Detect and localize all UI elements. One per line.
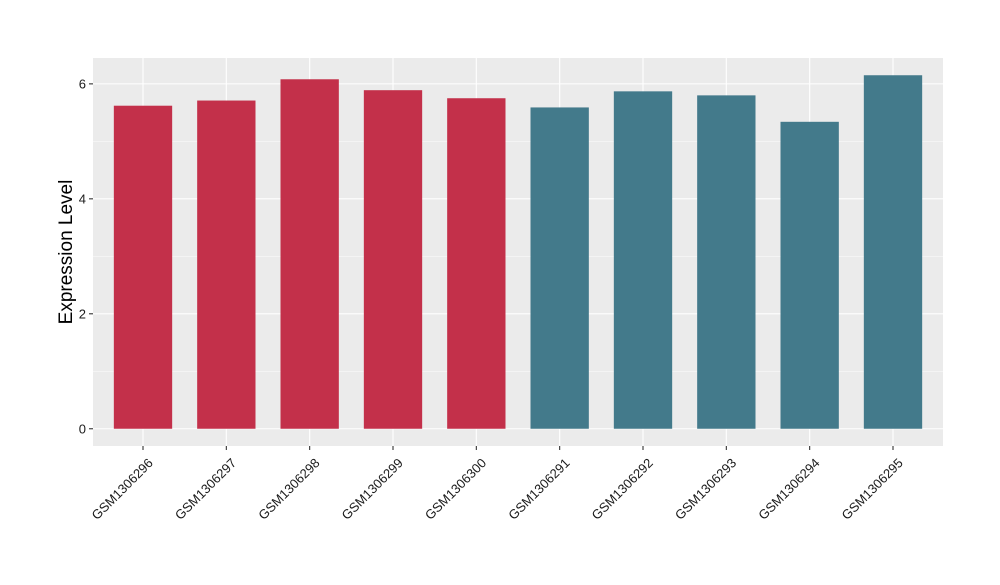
x-tick-label: GSM1306291 — [505, 455, 572, 522]
x-tick-label: GSM1306294 — [755, 455, 822, 522]
bar-GSM1306300 — [447, 98, 506, 429]
x-tick-label: GSM1306300 — [422, 455, 489, 522]
x-tick-label: GSM1306298 — [255, 455, 322, 522]
bar-GSM1306297 — [197, 100, 256, 429]
bar-GSM1306293 — [697, 95, 756, 429]
y-axis: 0 2 4 6 — [79, 76, 93, 436]
bar-GSM1306299 — [363, 90, 423, 429]
y-tick-label: 2 — [79, 306, 86, 321]
bars — [113, 75, 923, 429]
bar-GSM1306292 — [613, 91, 673, 429]
x-tick-label: GSM1306297 — [172, 455, 239, 522]
y-axis-label: Expression Level — [56, 180, 77, 325]
x-tick-label: GSM1306295 — [839, 455, 906, 522]
bar-GSM1306298 — [280, 79, 339, 429]
y-tick-label: 4 — [79, 191, 86, 206]
y-tick-label: 6 — [79, 76, 86, 91]
bar-GSM1306291 — [530, 107, 589, 429]
x-tick-label: GSM1306299 — [339, 455, 406, 522]
x-tick-label: GSM1306293 — [672, 455, 739, 522]
x-tick-label: GSM1306292 — [589, 455, 656, 522]
x-tick-label: GSM1306296 — [89, 455, 156, 522]
x-axis: GSM1306296 GSM1306297 GSM1306298 GSM1306299… — [89, 446, 906, 523]
bar-GSM1306296 — [113, 105, 173, 429]
y-tick-label: 0 — [79, 421, 86, 436]
bar-GSM1306294 — [780, 121, 839, 429]
bar-GSM1306295 — [863, 75, 923, 429]
